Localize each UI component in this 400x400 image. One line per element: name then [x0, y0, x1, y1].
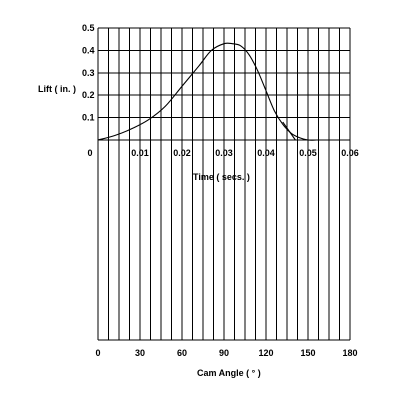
tangent-line: [282, 121, 296, 141]
y-tick-label: 0.3: [82, 68, 95, 78]
lift-curve: [97, 42, 317, 141]
curve-layer: [97, 42, 317, 141]
y-axis-label: Lift ( in. ): [38, 84, 76, 94]
cam-angle-tick-label: 150: [300, 348, 315, 358]
y-tick-label: 0.1: [82, 113, 95, 123]
cam-angle-tick-label: 90: [219, 348, 229, 358]
y-tick-label: 0.4: [82, 45, 95, 55]
cam-angle-tick-label: 60: [177, 348, 187, 358]
x-tick-label: 0.03: [215, 148, 233, 158]
x-tick-label: 0.02: [173, 148, 191, 158]
cam-angle-tick-label: 180: [342, 348, 357, 358]
x-tick-label: 0.05: [299, 148, 317, 158]
x-tick-label: 0: [87, 148, 92, 158]
y-tick-label: 0.5: [82, 23, 95, 33]
x-tick-label: 0.01: [131, 148, 149, 158]
x-axis-label: Time ( secs. ): [193, 172, 250, 182]
x-tick-label: 0.06: [341, 148, 359, 158]
grid: [97, 27, 351, 341]
cam-angle-axis-label: Cam Angle ( ° ): [197, 368, 261, 378]
cam-angle-tick-label: 120: [258, 348, 273, 358]
label-layer: Lift ( in. ) Time ( secs. ) Cam Angle ( …: [38, 23, 359, 378]
x-tick-label: 0.04: [257, 148, 275, 158]
cam-angle-tick-label: 0: [95, 348, 100, 358]
cam-angle-tick-label: 30: [135, 348, 145, 358]
y-tick-label: 0.2: [82, 90, 95, 100]
